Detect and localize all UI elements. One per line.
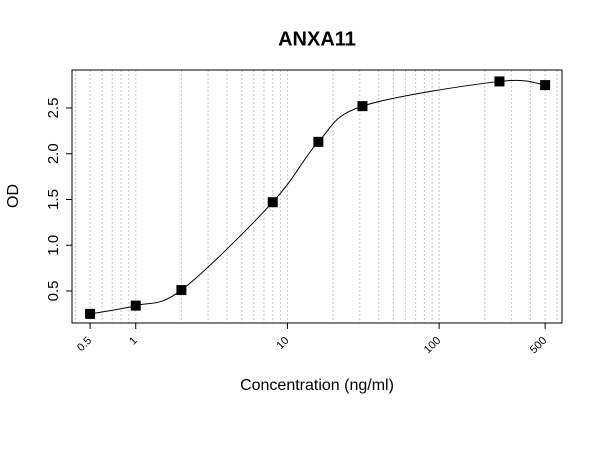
- y-tick-label: 2.0: [45, 143, 62, 164]
- point: [85, 308, 96, 319]
- y-axis-label: OD: [5, 184, 22, 208]
- point: [176, 285, 187, 296]
- fit-curve: [89, 79, 546, 315]
- point: [267, 197, 278, 208]
- point: [494, 76, 505, 87]
- y-tick-label: 1.5: [45, 189, 62, 210]
- plot-frame: [71, 69, 563, 324]
- point: [313, 136, 324, 147]
- chart-title: ANXA11: [278, 28, 356, 50]
- y-tick-label: 0.5: [45, 281, 62, 302]
- point: [130, 300, 141, 311]
- x-axis-label: Concentration (ng/ml): [240, 377, 394, 394]
- y-tick-label: 2.5: [45, 98, 62, 119]
- point: [357, 101, 368, 112]
- y-tick-label: 1.0: [45, 235, 62, 256]
- point: [540, 80, 551, 91]
